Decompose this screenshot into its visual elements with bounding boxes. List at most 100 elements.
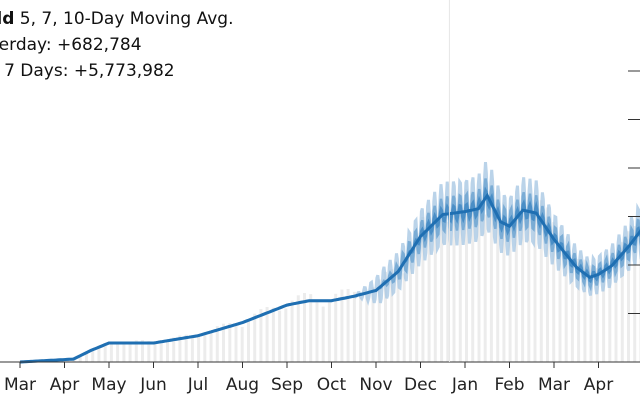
chart-legend: rld 5, 7, 10-Day Moving Avg. terday: +68… [0, 6, 246, 84]
daily-bar [346, 289, 350, 362]
daily-bar [352, 291, 356, 362]
daily-bar [546, 207, 549, 362]
daily-bar [402, 273, 406, 362]
daily-bar [502, 202, 506, 362]
x-tick-label: Nov [359, 375, 392, 395]
daily-bar [215, 326, 219, 362]
daily-bar [508, 206, 512, 362]
daily-bar [321, 306, 325, 362]
daily-bar [365, 296, 369, 362]
x-axis-ticks: Mar Apr May Jun Jul Aug Sep Oct Nov Dec Jan Feb Mar A… [4, 362, 613, 395]
legend-title-suffix: 5, 7, 10-Day Moving Avg. [19, 9, 234, 29]
daily-bar [452, 204, 456, 362]
daily-bar [197, 337, 201, 362]
x-tick-label: Mar [538, 375, 570, 395]
daily-bar [309, 294, 313, 362]
daily-bar [415, 233, 419, 362]
daily-bar [116, 344, 120, 362]
daily-bar [265, 307, 269, 362]
daily-bar [421, 217, 425, 362]
daily-bar [78, 356, 82, 362]
daily-bar [489, 200, 493, 362]
axes [0, 0, 640, 363]
daily-bar [496, 198, 500, 362]
daily-bar [228, 323, 232, 362]
daily-bar [521, 215, 525, 362]
daily-bar [122, 343, 126, 362]
daily-bar [527, 219, 531, 362]
daily-bar [203, 335, 207, 362]
daily-bar [141, 340, 144, 362]
legend-region: rld [0, 9, 15, 29]
daily-bar [408, 253, 412, 362]
x-tick-label: Sep [271, 375, 303, 395]
daily-bar [209, 330, 213, 362]
daily-bar [570, 260, 574, 362]
daily-bar [377, 279, 381, 362]
daily-bar [564, 261, 568, 362]
daily-bar [483, 214, 487, 362]
daily-bar [371, 287, 375, 362]
daily-bar [159, 343, 163, 362]
daily-bar [85, 353, 88, 362]
x-tick-label: Apr [584, 375, 613, 395]
x-tick-label: Aug [226, 375, 259, 395]
daily-bar [514, 208, 518, 362]
legend-yesterday: terday: +682,784 [0, 35, 142, 55]
series-line-10day [19, 192, 640, 364]
daily-bar [284, 308, 288, 362]
daily-bar [247, 320, 250, 362]
daily-bar [433, 213, 437, 362]
daily-bar [577, 259, 581, 362]
daily-bars [28, 189, 640, 362]
x-tick-label: Jul [187, 375, 209, 395]
daily-bar [608, 273, 612, 362]
daily-bar [627, 231, 630, 362]
daily-bar [633, 226, 637, 362]
daily-bar [595, 268, 599, 362]
daily-bar [128, 341, 132, 362]
daily-bar [97, 345, 101, 362]
daily-bar [471, 193, 475, 362]
daily-bar [253, 313, 257, 362]
x-tick-label: May [91, 375, 126, 395]
daily-bar [620, 242, 624, 362]
daily-bar [359, 297, 363, 362]
daily-bar [240, 326, 244, 362]
legend-last7: t 7 Days: +5,773,982 [0, 61, 175, 81]
daily-bar [427, 211, 431, 362]
daily-bar [583, 259, 587, 362]
daily-bar [166, 340, 169, 362]
daily-bar [153, 342, 157, 362]
daily-bar [602, 273, 606, 362]
x-tick-label: Apr [50, 375, 79, 395]
daily-bar [446, 221, 450, 362]
daily-bar [477, 204, 481, 362]
daily-bar [340, 289, 344, 362]
x-tick-label: Feb [494, 375, 524, 395]
daily-bar [222, 323, 225, 362]
x-tick-label: Oct [317, 375, 347, 395]
daily-bar [614, 257, 618, 362]
daily-bar [172, 337, 176, 362]
daily-bar [303, 293, 306, 362]
x-tick-label: Jan [451, 375, 478, 395]
daily-bar [558, 241, 562, 362]
daily-bar [552, 222, 556, 362]
daily-bar [147, 341, 151, 362]
daily-bar [296, 295, 300, 362]
x-tick-label: Mar [4, 375, 36, 395]
daily-bar [539, 200, 543, 362]
daily-bar [234, 324, 238, 362]
x-tick-label: Jun [139, 375, 167, 395]
daily-bar [315, 299, 319, 362]
daily-bar [259, 309, 263, 362]
daily-bar [134, 340, 138, 362]
daily-bar [334, 293, 338, 362]
daily-bar [290, 300, 294, 362]
daily-bar [440, 221, 444, 362]
daily-bar [390, 269, 394, 362]
daily-bar [327, 299, 331, 362]
daily-bar [396, 270, 400, 362]
